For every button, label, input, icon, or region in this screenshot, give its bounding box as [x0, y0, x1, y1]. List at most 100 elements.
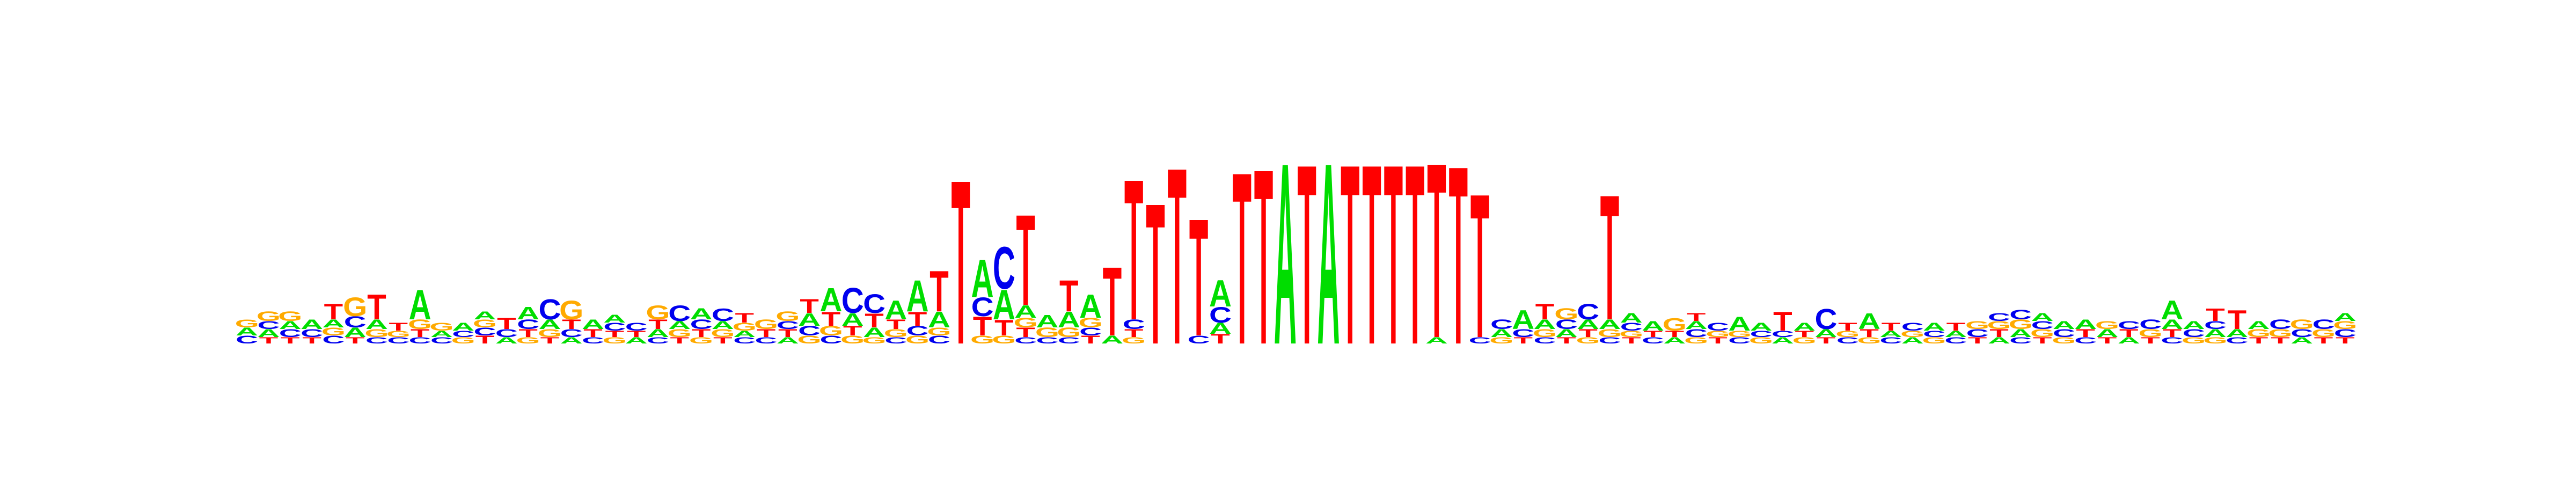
logo-letter-t: T	[605, 329, 624, 339]
logo-letter-t: T	[930, 259, 948, 324]
logo-letter-t: T	[411, 327, 430, 340]
logo-column: T	[1254, 118, 1273, 397]
logo-letter-c: C	[733, 335, 756, 346]
logo-letter-c: C	[582, 335, 604, 346]
logo-letter-c: C	[993, 234, 1015, 302]
logo-column: ACT	[1772, 307, 1794, 346]
logo-letter-a: A	[322, 318, 345, 330]
logo-letter-a: A	[668, 319, 691, 332]
logo-letter-t: T	[1882, 321, 1901, 333]
logo-letter-a: A	[1036, 311, 1059, 331]
logo-letter-t: T	[865, 310, 884, 332]
logo-letter-a: A	[1425, 335, 1448, 346]
logo-column: CGA	[1728, 313, 1752, 346]
logo-letter-t: T	[1081, 334, 1100, 346]
logo-letter-t: T	[692, 327, 711, 340]
logo-column: CAG	[235, 318, 259, 346]
logo-letter-t: T	[1578, 327, 1598, 340]
logo-letter-a: A	[906, 272, 929, 321]
logo-letter-g: G	[1014, 316, 1038, 330]
logo-letter-g: G	[2052, 335, 2076, 346]
logo-column: GTA	[1792, 321, 1817, 346]
logo-letter-c: C	[2031, 319, 2054, 332]
logo-column: TAG	[2095, 319, 2119, 346]
logo-letter-c: C	[1534, 335, 1556, 346]
logo-column: CGA	[1035, 311, 1059, 345]
logo-letter-t: T	[1406, 112, 1424, 399]
logo-letter-t: T	[1427, 111, 1446, 391]
logo-letter-t: T	[1600, 157, 1619, 357]
logo-letter-g: G	[2139, 327, 2163, 340]
logo-column: T	[1146, 161, 1165, 386]
logo-letter-g: G	[2009, 317, 2033, 332]
logo-letter-c: C	[971, 292, 994, 322]
logo-letter-g: G	[733, 321, 757, 333]
logo-column: T	[1232, 121, 1251, 396]
logo-letter-a: A	[517, 303, 539, 323]
logo-letter-c: C	[1577, 299, 1599, 324]
logo-letter-a: A	[2161, 317, 2183, 332]
logo-letter-c: C	[365, 335, 388, 346]
logo-letter-t: T	[1189, 184, 1208, 371]
logo-letter-c: C	[2290, 327, 2313, 340]
logo-letter-c: C	[2009, 308, 2032, 322]
logo-column: ATC	[625, 321, 648, 346]
logo-letter-t: T	[2249, 335, 2268, 346]
logo-column: TGC	[1706, 321, 1730, 346]
logo-letter-t: T	[1146, 161, 1165, 386]
logo-letter-c: C	[1944, 335, 1967, 346]
logo-letter-t: T	[713, 335, 732, 346]
logo-letter-g: G	[1663, 314, 1687, 334]
logo-column: A	[1274, 108, 1297, 399]
logo-letter-a: A	[1793, 321, 1816, 333]
logo-letter-c: C	[1772, 329, 1794, 339]
logo-letter-a: A	[1750, 321, 1773, 333]
logo-letter-t: T	[2033, 335, 2052, 346]
logo-column: AT	[1425, 111, 1448, 391]
logo-column: GCA	[451, 321, 475, 346]
logo-column: T	[952, 131, 970, 394]
logo-letter-g: G	[1922, 335, 1946, 346]
logo-letter-g: G	[1533, 327, 1557, 340]
logo-letter-g: G	[257, 309, 281, 324]
logo-column: CAG	[429, 321, 453, 346]
logo-letter-t: T	[648, 317, 667, 332]
logo-letter-c: C	[2183, 327, 2205, 340]
logo-letter-c: C	[1188, 334, 1210, 346]
logo-letter-a: A	[603, 313, 626, 325]
logo-letter-g: G	[1792, 335, 1817, 346]
logo-letter-c: C	[1598, 335, 1621, 346]
logo-letter-t: T	[346, 335, 364, 346]
logo-letter-a: A	[625, 335, 648, 346]
logo-column: A	[1317, 108, 1340, 399]
logo-letter-t: T	[1773, 307, 1792, 336]
logo-letter-c: C	[690, 317, 713, 332]
logo-letter-c: C	[1728, 335, 1751, 346]
logo-letter-g: G	[1857, 335, 1882, 346]
logo-letter-c: C	[841, 281, 864, 321]
logo-column: TGA	[2246, 319, 2271, 346]
logo-letter-a: A	[1058, 307, 1080, 332]
logo-letter-t: T	[1232, 121, 1251, 396]
logo-letter-g: G	[840, 334, 865, 346]
logo-letter-t: T	[1124, 137, 1143, 362]
logo-letter-c: C	[603, 321, 626, 333]
logo-letter-t: T	[887, 317, 905, 332]
logo-letter-g: G	[905, 334, 930, 346]
logo-letter-t: T	[497, 314, 516, 332]
logo-letter-g: G	[1489, 335, 1513, 346]
logo-letter-t: T	[1362, 112, 1381, 399]
logo-letter-g: G	[1057, 325, 1081, 340]
logo-letter-g: G	[775, 309, 800, 324]
